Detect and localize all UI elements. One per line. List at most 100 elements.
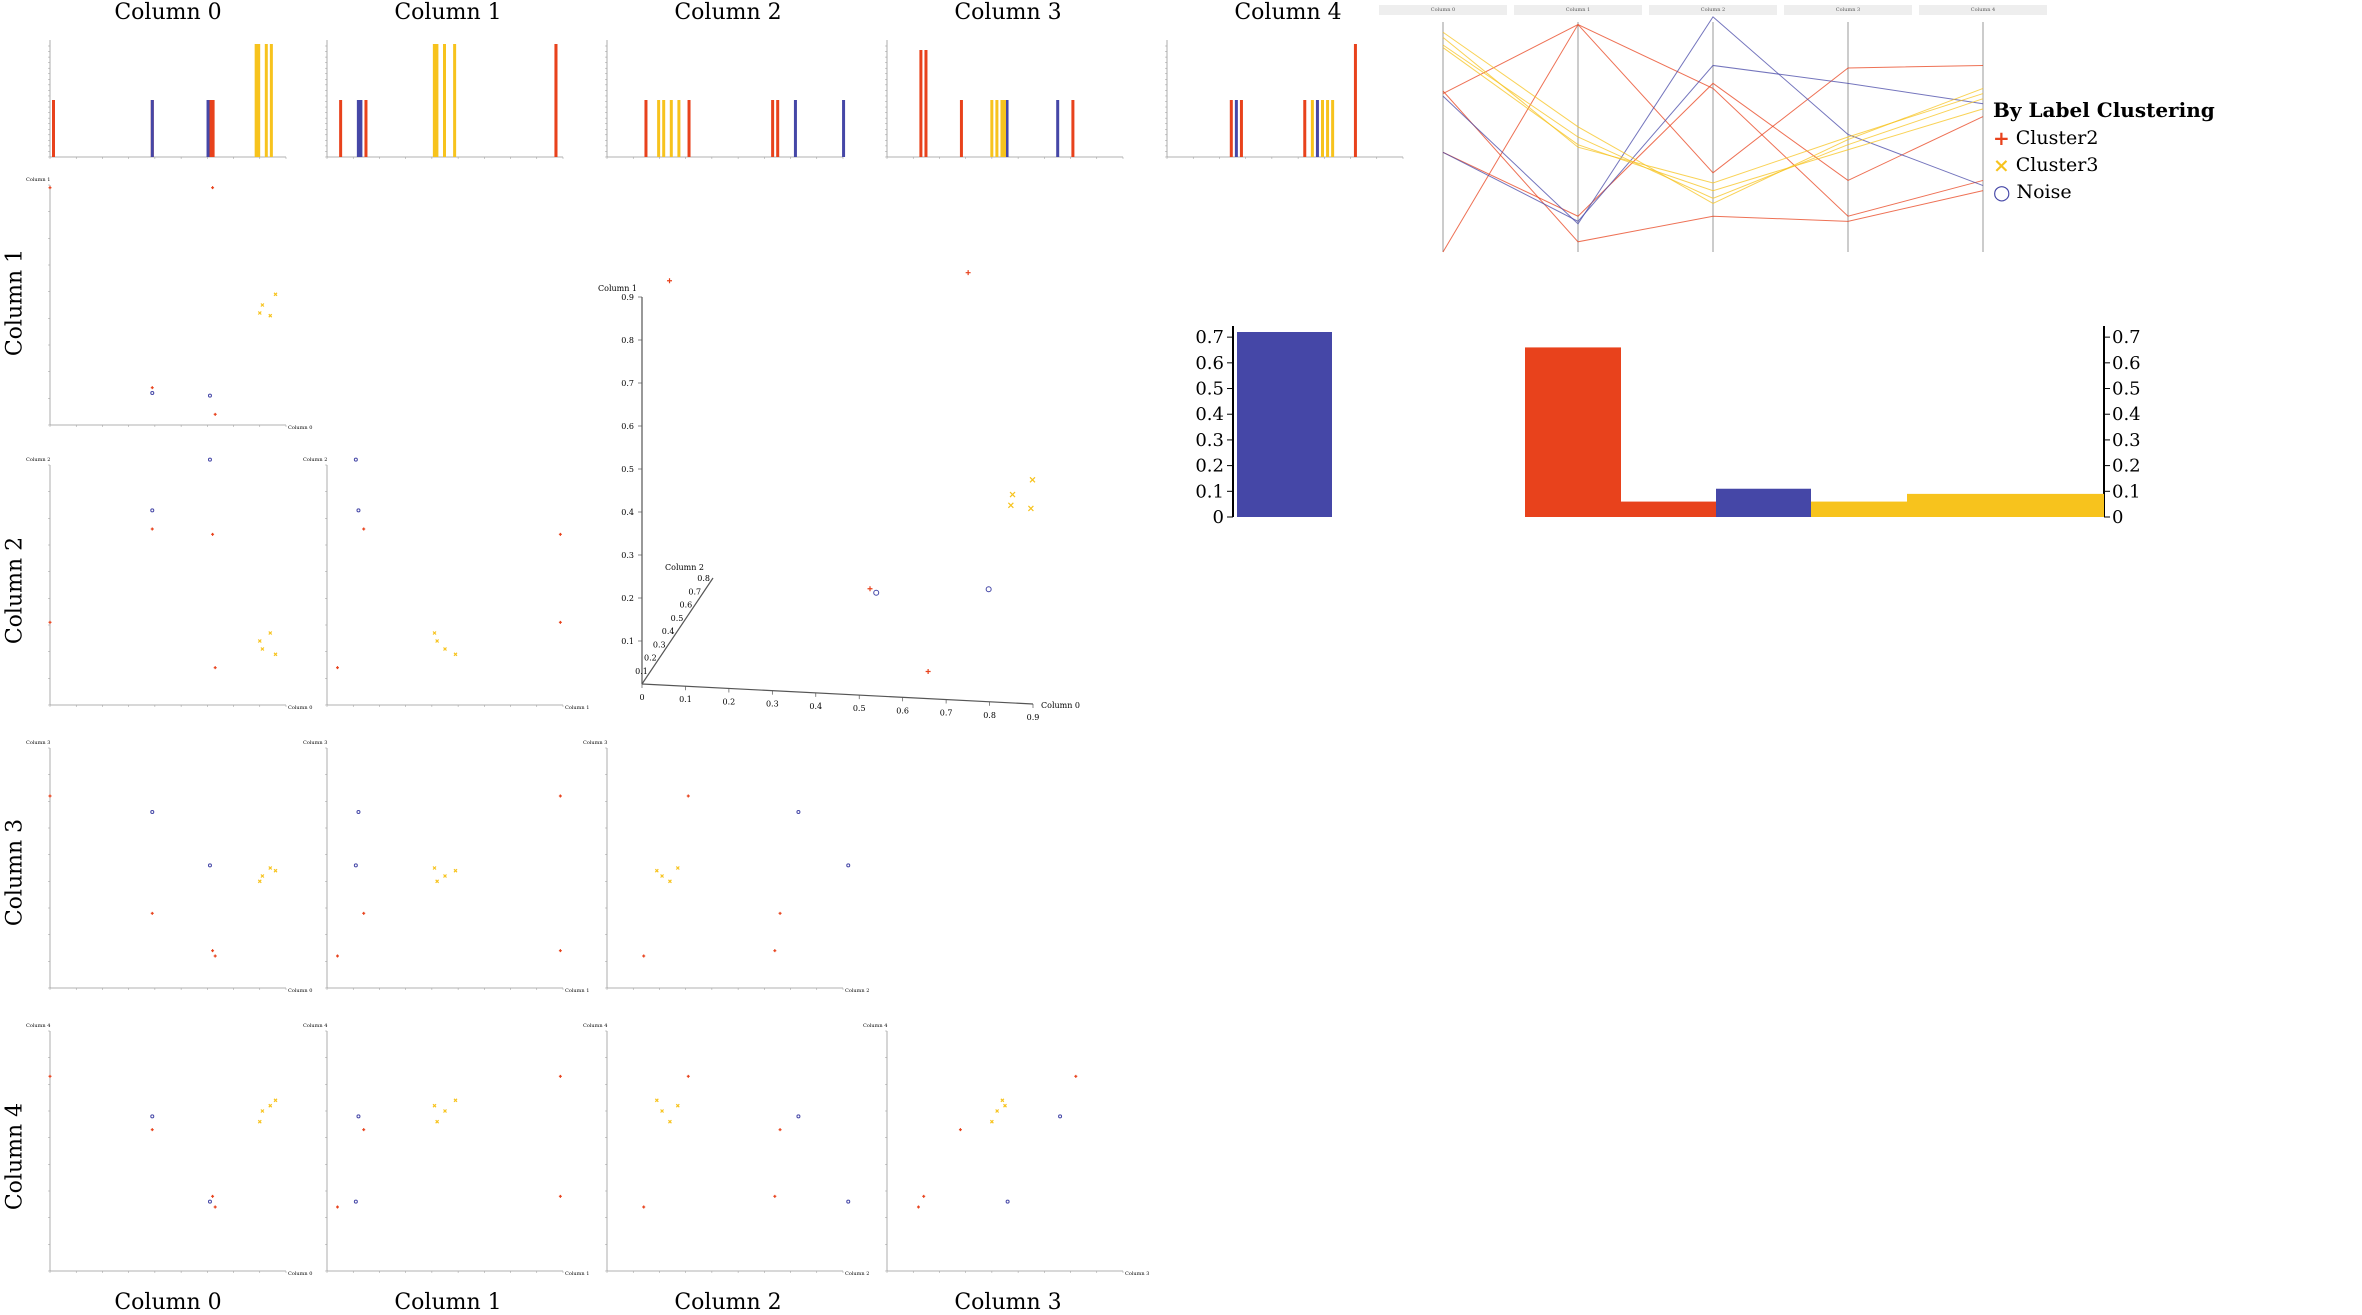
pair-cell-2-1: Column 2 Column 1 bbox=[303, 457, 589, 711]
parallel-axis-label[interactable]: Column 2 bbox=[1649, 5, 1777, 15]
hist-bar bbox=[443, 44, 446, 157]
pair-cell-3-0: Column 3 Column 0 bbox=[26, 740, 312, 994]
data-point bbox=[211, 1194, 215, 1198]
data-point bbox=[273, 868, 278, 873]
parallel-line bbox=[1442, 47, 1984, 192]
pair-cell-4-1: Column 4 Column 1 bbox=[303, 1023, 589, 1277]
data-point bbox=[1000, 1098, 1005, 1103]
data-point bbox=[335, 1205, 339, 1209]
legend-item-noise[interactable]: ○ Noise bbox=[1993, 180, 2072, 204]
data-point bbox=[260, 1109, 265, 1113]
legend-item-cluster3[interactable]: × Cluster3 bbox=[1993, 153, 2098, 177]
tick-3d-y-label: 0.1 bbox=[621, 637, 634, 646]
histogram-1 bbox=[325, 40, 564, 159]
data-point bbox=[558, 1194, 562, 1198]
tick-3d-y-label: 0.5 bbox=[621, 465, 634, 474]
hist-bar bbox=[1071, 100, 1075, 157]
data-point bbox=[268, 631, 273, 635]
tick-3d-y-label: 0.4 bbox=[621, 508, 634, 517]
bar-tick-label-left: 0.7 bbox=[1195, 327, 1224, 348]
pair-y-label: Column 4 bbox=[583, 1023, 607, 1029]
hist-bar bbox=[924, 50, 928, 157]
data-point bbox=[257, 639, 262, 643]
parallel-axis-label[interactable]: Column 0 bbox=[1379, 5, 1507, 15]
hist-bar bbox=[453, 44, 457, 157]
hist-bar bbox=[662, 100, 666, 157]
tick-3d-y-label: 0.3 bbox=[621, 551, 634, 560]
data-point bbox=[273, 292, 278, 297]
hist-bar bbox=[1303, 100, 1307, 157]
data-point bbox=[922, 1194, 926, 1198]
tick-3d-x-label: 0.6 bbox=[896, 706, 909, 715]
bar-tick-label-right: 0.5 bbox=[2112, 379, 2141, 400]
legend-label: Noise bbox=[2016, 181, 2072, 203]
hist-bar bbox=[1310, 100, 1314, 157]
data-point bbox=[675, 866, 680, 870]
pair-x-label: Column 1 bbox=[565, 988, 589, 994]
tick-3d-y-label: 0.8 bbox=[621, 336, 634, 345]
bar-noise-main bbox=[1237, 332, 1332, 517]
hist-bar bbox=[264, 44, 268, 157]
data-point bbox=[558, 532, 562, 536]
parallel-line bbox=[1442, 16, 1984, 225]
data-point bbox=[435, 879, 440, 884]
pair-cell-4-0: Column 4 Column 0 bbox=[26, 1023, 312, 1277]
hist-bar bbox=[359, 100, 363, 157]
legend-label: Cluster3 bbox=[2015, 154, 2099, 176]
bar-tick-label-right: 0 bbox=[2112, 507, 2123, 528]
tick-3d-y-label: 0.9 bbox=[621, 293, 634, 302]
data-point bbox=[213, 1205, 217, 1209]
data-point bbox=[773, 1194, 777, 1198]
data-point bbox=[362, 911, 366, 915]
hist-bar bbox=[254, 44, 258, 157]
hist-bar bbox=[356, 100, 360, 157]
bar-tick-label-left: 0.4 bbox=[1195, 404, 1224, 425]
data-point bbox=[443, 874, 447, 878]
data-point bbox=[435, 1119, 440, 1124]
legend-label: Cluster2 bbox=[2015, 127, 2099, 149]
hist-bar bbox=[990, 100, 994, 157]
parallel-axis-label[interactable]: Column 1 bbox=[1514, 5, 1642, 15]
data-point bbox=[453, 868, 458, 873]
data-point bbox=[1029, 476, 1036, 483]
data-point bbox=[778, 1128, 782, 1132]
pair-cell-1-0: Column 1 Column 0 bbox=[26, 177, 312, 431]
hist-bar bbox=[209, 100, 213, 157]
bar-tick-label-left: 0.2 bbox=[1195, 456, 1224, 477]
bar-tick-label-left: 0.5 bbox=[1195, 379, 1224, 400]
circle-icon: ○ bbox=[1993, 180, 2011, 204]
data-point bbox=[958, 1128, 962, 1132]
pair-x-label: Column 0 bbox=[288, 425, 312, 431]
hist-bar bbox=[1331, 100, 1335, 157]
parallel-axis-label[interactable]: Column 4 bbox=[1919, 5, 2047, 15]
bar-tick-label-left: 0.6 bbox=[1195, 353, 1224, 374]
data-point bbox=[660, 1109, 664, 1113]
hist-bar bbox=[269, 44, 273, 157]
hist-bar bbox=[1234, 100, 1238, 157]
parallel-axis-label[interactable]: Column 3 bbox=[1784, 5, 1912, 15]
data-point bbox=[211, 532, 215, 536]
data-point bbox=[1005, 1199, 1010, 1204]
data-point bbox=[353, 863, 358, 868]
hist-bar bbox=[1229, 100, 1233, 157]
data-point bbox=[356, 1114, 361, 1119]
legend-item-cluster2[interactable]: + Cluster2 bbox=[1993, 126, 2098, 150]
data-point bbox=[1027, 505, 1034, 512]
data-point bbox=[660, 874, 664, 878]
data-point bbox=[150, 1128, 154, 1132]
data-point bbox=[642, 1205, 646, 1209]
tick-3d-z-label: 0.2 bbox=[644, 654, 657, 663]
bar-tick-label-right: 0.4 bbox=[2112, 404, 2141, 425]
data-point bbox=[356, 508, 361, 513]
data-point bbox=[211, 186, 215, 190]
data-point bbox=[778, 911, 782, 915]
axis-3d-z-label: Column 2 bbox=[665, 563, 704, 572]
parallel-line bbox=[1442, 31, 1984, 205]
hist-bar bbox=[919, 50, 923, 157]
tick-3d-x-label: 0.3 bbox=[766, 700, 779, 709]
data-point bbox=[260, 874, 265, 878]
data-point bbox=[1007, 502, 1014, 509]
data-point bbox=[1058, 1114, 1063, 1119]
bar-segment bbox=[1716, 488, 1811, 517]
